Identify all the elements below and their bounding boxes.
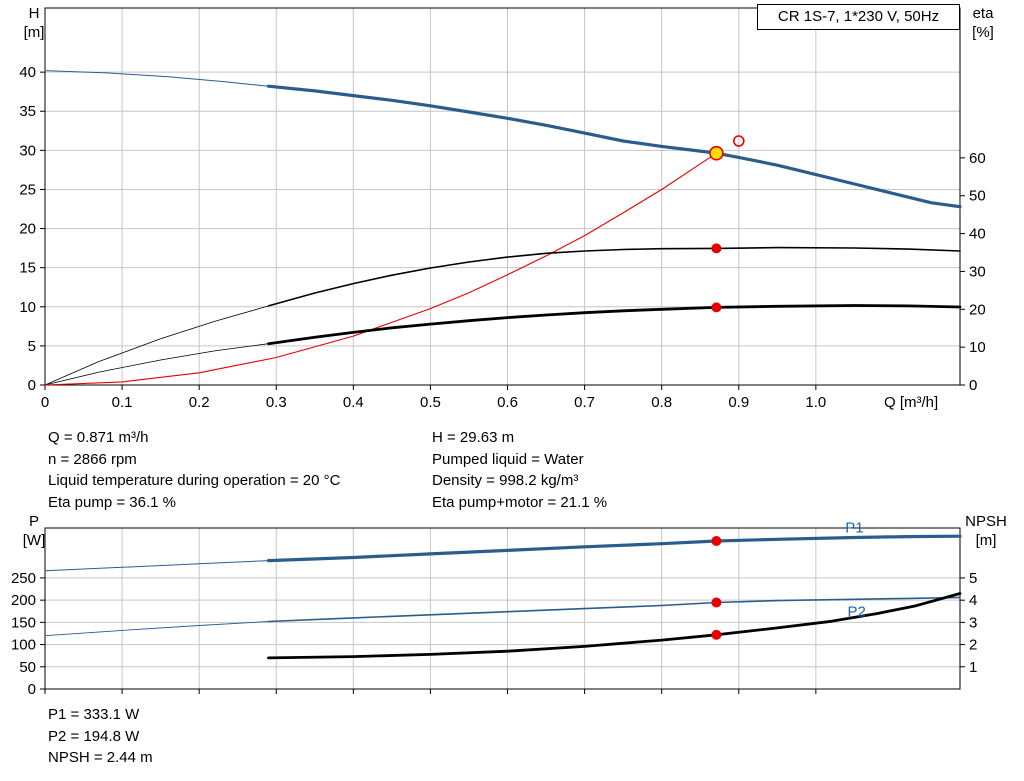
x-tick-label: 1.0: [805, 394, 826, 411]
p1-duty-dot: [711, 536, 722, 546]
x-tick-label: 0.6: [497, 394, 518, 411]
right-tick-label: 4: [969, 592, 977, 609]
left-tick-label: 0: [28, 377, 36, 394]
h-axis-unit: [m]: [23, 24, 45, 41]
right-tick-label: 50: [969, 188, 986, 205]
left-tick-label: 10: [19, 299, 36, 316]
p-axis-title: P [W]: [15, 512, 53, 550]
left-tick-label: 50: [19, 659, 36, 676]
right-tick-label: 5: [969, 570, 977, 587]
x-tick-label: 0.7: [574, 394, 595, 411]
left-tick-label: 35: [19, 103, 36, 120]
left-tick-label: 20: [19, 221, 36, 238]
left-tick-label: 250: [11, 570, 36, 587]
p2-curve: [267, 596, 961, 623]
npsh-axis-name: NPSH: [965, 513, 1007, 530]
p2-extrapolated: [44, 621, 269, 637]
left-tick-label: 200: [11, 592, 36, 609]
x-tick-label: 0.5: [420, 394, 441, 411]
npsh-axis-unit: [m]: [975, 532, 997, 549]
eta-pump-motor-curve: [267, 304, 962, 346]
h-value: H = 29.63 m: [432, 429, 515, 446]
eta-pump-extrapolated: [44, 305, 269, 386]
eta-pump-curve: [267, 246, 961, 307]
right-tick-label: 0: [969, 377, 977, 394]
series-label-p1: P1: [845, 520, 863, 537]
pumped-liquid-value: Pumped liquid = Water: [432, 450, 584, 468]
left-tick-label: 25: [19, 181, 36, 198]
npsh-axis-title: NPSH [m]: [958, 512, 1014, 550]
qh-curve-extrapolated: [44, 70, 269, 87]
power-npsh-chart: 0 50 100 150 200 250 1 2 3 4 5 P1 P2: [11, 520, 977, 699]
eta-pump-motor-duty-dot: [711, 302, 722, 313]
power-info: P1 = 333.1 W P2 = 194.8 W NPSH = 2.44 m: [48, 704, 153, 769]
duty-info-right: H = 29.63 m Pumped liquid = Water Densit…: [432, 427, 607, 514]
p-axis-name: P: [28, 513, 39, 530]
left-tick-label: 100: [11, 637, 36, 654]
right-tick-label: 30: [969, 263, 986, 280]
pump-title-box: CR 1S-7, 1*230 V, 50Hz: [757, 4, 960, 30]
liquid-temperature-value: Liquid temperature during operation = 20…: [48, 472, 341, 490]
x-tick-label: 0.1: [112, 394, 133, 411]
speed-value: n = 2866 rpm: [48, 450, 137, 468]
right-tick-label: 10: [969, 339, 986, 356]
eta-axis-unit: [%]: [972, 24, 994, 41]
rated-point-ring: [732, 135, 745, 147]
x-tick-label: 0.9: [728, 394, 749, 411]
left-tick-label: 0: [28, 681, 36, 698]
left-tick-label: 40: [19, 64, 36, 81]
q-axis-title: Q [m³/h]: [884, 394, 939, 411]
npsh-curve: [267, 592, 962, 660]
duty-info-left: Q = 0.871 m³/h n = 2866 rpm Liquid tempe…: [48, 427, 340, 514]
right-tick-label: 3: [969, 614, 977, 631]
x-tick-label: 0.3: [266, 394, 287, 411]
right-tick-label: 60: [969, 150, 986, 167]
p1-curve: [266, 534, 962, 563]
left-tick-label: 15: [19, 260, 36, 277]
eta-pump-duty-dot: [711, 243, 722, 254]
right-tick-label: 2: [969, 637, 977, 654]
h-axis-title: H [m]: [15, 4, 53, 42]
left-tick-label: 30: [19, 142, 36, 159]
x-tick-label: 0.2: [189, 394, 210, 411]
qh-curve: [266, 84, 962, 209]
duty-point: [709, 145, 724, 161]
density-value: Density = 998.2 kg/m³: [432, 472, 579, 490]
p1-value: P1 = 333.1 W: [48, 706, 140, 723]
p2-duty-dot: [711, 597, 722, 608]
p1-extrapolated: [44, 560, 269, 572]
right-tick-label: 20: [969, 301, 986, 318]
plot-frame: [44, 7, 961, 386]
right-tick-label: 1: [969, 659, 977, 676]
left-tick-label: 5: [28, 338, 36, 355]
eta-pump-motor-value: Eta pump+motor = 21.1 %: [432, 494, 608, 512]
system-curve: [44, 152, 717, 386]
right-tick-label: 40: [969, 226, 986, 243]
plot-frame: [44, 527, 961, 690]
qh-eta-chart: 0 0.1 0.2 0.3 0.4 0.5 0.6 0.7 0.8 0.9 1.0 0 5 10 15 20 2…: [19, 7, 986, 411]
eta-pump-value: Eta pump = 36.1 %: [48, 494, 176, 512]
x-tick-label: 0: [41, 394, 49, 411]
series-label-p2: P2: [848, 603, 866, 620]
x-tick-label: 0.8: [651, 394, 672, 411]
q-value: Q = 0.871 m³/h: [48, 429, 149, 446]
p-axis-unit: [W]: [22, 532, 46, 549]
eta-axis-title: eta [%]: [961, 4, 1005, 42]
x-tick-label: 0.4: [343, 394, 364, 411]
npsh-duty-dot: [711, 629, 722, 640]
eta-axis-name: eta: [972, 5, 994, 22]
eta-pump-motor-extrapolated: [44, 343, 269, 386]
left-tick-label: 150: [11, 614, 36, 631]
p2-value: P2 = 194.8 W: [48, 727, 140, 745]
npsh-value: NPSH = 2.44 m: [48, 749, 153, 767]
h-axis-name: H: [28, 5, 40, 22]
